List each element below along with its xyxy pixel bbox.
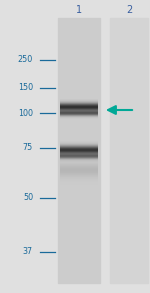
Bar <box>58 18 100 283</box>
Text: 100: 100 <box>18 108 33 117</box>
Text: 75: 75 <box>23 144 33 152</box>
Text: 50: 50 <box>23 193 33 202</box>
Text: 250: 250 <box>18 55 33 64</box>
Bar <box>110 18 148 283</box>
Text: 150: 150 <box>18 84 33 93</box>
Text: 37: 37 <box>23 248 33 256</box>
Text: 1: 1 <box>76 5 82 15</box>
Text: 2: 2 <box>126 5 132 15</box>
